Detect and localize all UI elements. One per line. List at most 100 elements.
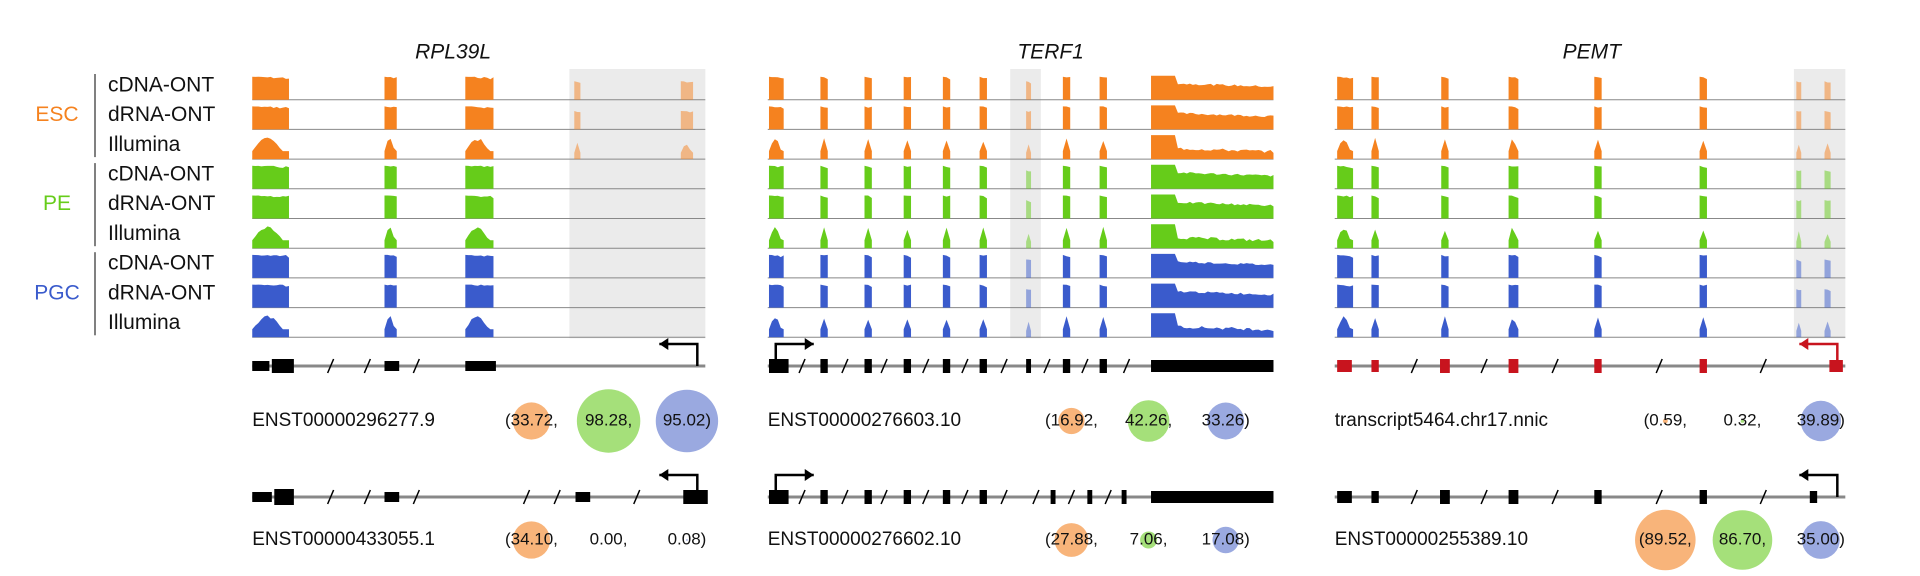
coverage	[1062, 76, 1071, 100]
coverage	[1337, 195, 1354, 219]
coverage	[1062, 254, 1071, 278]
coverage	[252, 106, 289, 130]
expression-bubble	[1212, 526, 1239, 554]
coverage	[1099, 226, 1107, 249]
coverage	[465, 284, 494, 308]
coverage	[1824, 200, 1831, 219]
coverage	[1062, 138, 1071, 160]
axis-break	[1410, 358, 1418, 374]
coverage	[1099, 195, 1107, 219]
coverage	[1796, 200, 1802, 219]
expression-label: (27.88,	[1045, 529, 1098, 548]
coverage	[1796, 322, 1802, 338]
coverage	[1062, 165, 1071, 189]
coverage	[384, 165, 397, 189]
coverage	[384, 195, 397, 219]
axis-break	[922, 358, 930, 374]
gene-title: TERF1	[1017, 41, 1084, 64]
expression-bubble	[1800, 400, 1842, 442]
expression-bubble	[1662, 418, 1668, 424]
exon-box	[864, 359, 872, 373]
expression-bubble	[1635, 509, 1696, 571]
tss-arrow	[774, 473, 814, 497]
coverage	[1026, 81, 1032, 100]
coverage	[1508, 284, 1519, 308]
axis-break	[1067, 489, 1076, 505]
exon-box	[903, 490, 912, 504]
coverage	[1151, 135, 1274, 160]
coverage	[864, 254, 872, 278]
coverage	[384, 227, 397, 249]
coverage	[1371, 106, 1379, 130]
exon-box	[1337, 491, 1352, 503]
coverage	[864, 195, 872, 219]
coverage	[252, 315, 289, 338]
coverage	[1824, 259, 1831, 278]
coverage	[1594, 106, 1602, 130]
coverage	[1699, 165, 1707, 189]
coverage	[1371, 284, 1379, 308]
expression-bubble	[1140, 531, 1158, 549]
coverage	[1151, 253, 1274, 278]
assay-label: dRNA-ONT	[108, 103, 216, 126]
exon-box	[1026, 359, 1032, 373]
exon-box	[575, 492, 591, 502]
exon-box	[384, 361, 400, 371]
assay-label: cDNA-ONT	[108, 162, 214, 185]
axis-break	[1759, 489, 1767, 505]
coverage	[1796, 144, 1802, 160]
coverage	[942, 76, 951, 100]
axis-break	[798, 358, 806, 374]
coverage	[1026, 321, 1032, 338]
coverage	[864, 165, 872, 189]
expression-label: 86.70,	[1719, 529, 1766, 548]
coverage	[1062, 106, 1071, 130]
coverage	[1371, 254, 1379, 278]
coverage	[1441, 106, 1449, 130]
coverage	[1824, 143, 1831, 160]
coverage	[820, 165, 828, 189]
axis-break	[363, 489, 372, 505]
coverage	[979, 227, 987, 249]
coverage	[1099, 140, 1107, 160]
coverage	[252, 165, 289, 189]
exon-box	[820, 490, 828, 504]
coverage	[768, 195, 784, 219]
coverage	[979, 106, 987, 130]
expression-label: 39.89)	[1797, 410, 1845, 429]
coverage	[903, 165, 912, 189]
coverage	[942, 319, 951, 338]
axis-break	[412, 358, 421, 374]
coverage	[1337, 165, 1354, 189]
coverage	[1099, 316, 1107, 338]
coverage	[1151, 194, 1274, 219]
axis-break	[553, 489, 561, 505]
tss-arrowhead	[804, 469, 814, 481]
exon-box	[979, 490, 987, 504]
coverage	[1796, 231, 1802, 249]
expression-bubble	[655, 389, 719, 453]
exon-box	[1151, 491, 1274, 503]
coverage	[465, 106, 494, 130]
axis-break	[880, 489, 888, 505]
coverage	[1371, 195, 1379, 219]
coverage	[384, 284, 397, 308]
condition-label: PGC	[34, 281, 80, 304]
coverage	[1026, 259, 1032, 278]
coverage	[1508, 106, 1519, 130]
coverage	[1594, 165, 1602, 189]
coverage	[1824, 170, 1831, 189]
expression-label: 0.08)	[668, 529, 707, 548]
axis-break	[1410, 489, 1418, 505]
assay-label: dRNA-ONT	[108, 192, 216, 215]
coverage	[1337, 229, 1354, 249]
expression-bubble	[1054, 523, 1089, 557]
expression-label: (33.72,	[505, 410, 558, 429]
coverage	[465, 165, 494, 189]
axis-break	[798, 489, 806, 505]
assay-label: cDNA-ONT	[108, 252, 214, 275]
coverage	[820, 106, 828, 130]
exon-box	[1699, 490, 1707, 504]
exon-box	[1337, 360, 1352, 372]
transcript-id: ENST00000433055.1	[252, 529, 435, 550]
